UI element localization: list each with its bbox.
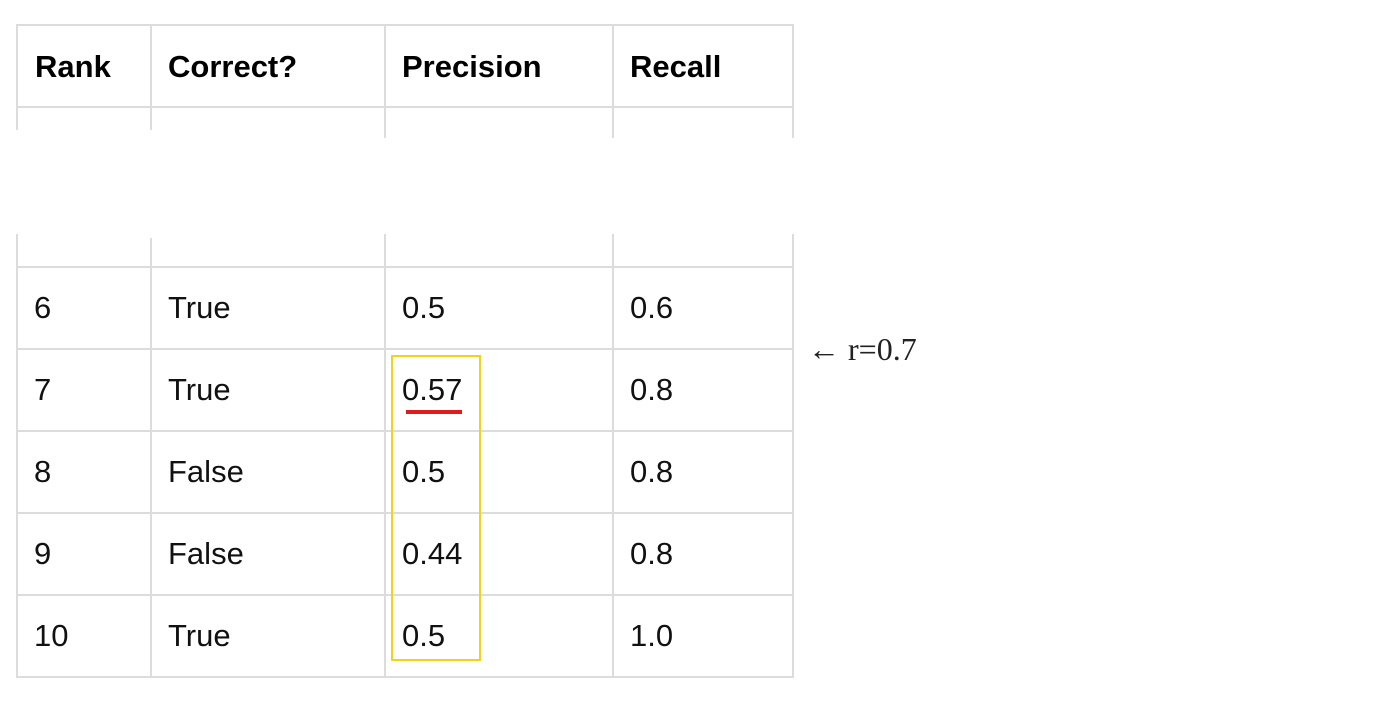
col-border-4-top xyxy=(792,24,794,138)
cell-rank: 7 xyxy=(34,372,52,407)
cell-precision: 0.57 xyxy=(402,372,463,407)
cell-rank: 8 xyxy=(34,454,52,489)
cell-rank: 6 xyxy=(34,290,52,325)
recall-level-annotation: ← r=0.7 xyxy=(808,331,917,367)
cell-precision: 0.44 xyxy=(402,536,463,571)
header-rank: Rank xyxy=(35,49,111,84)
col-border-3-top xyxy=(612,24,614,138)
cell-rank: 9 xyxy=(34,536,52,571)
cell-precision: 0.5 xyxy=(402,618,446,653)
cell-recall: 0.8 xyxy=(630,454,674,489)
col-border-0-top xyxy=(16,24,18,130)
header-bottom-border xyxy=(16,106,794,108)
col-border-2-top xyxy=(384,24,386,138)
cell-recall: 0.6 xyxy=(630,290,674,325)
header-recall: Recall xyxy=(630,49,722,84)
row-border xyxy=(16,266,794,268)
row-border xyxy=(16,594,794,596)
cell-correct: True xyxy=(168,618,231,653)
col-border-0-bottom xyxy=(16,234,18,678)
max-precision-underline xyxy=(406,410,462,414)
cell-correct: False xyxy=(168,536,244,571)
cell-recall: 0.8 xyxy=(630,372,674,407)
table-top-border xyxy=(16,24,794,26)
header-correct: Correct? xyxy=(168,49,298,84)
col-border-1-top xyxy=(150,24,152,130)
row-border xyxy=(16,348,794,350)
col-border-1-bottom xyxy=(150,238,152,678)
cell-correct: True xyxy=(168,290,231,325)
col-border-4-bottom xyxy=(792,234,794,678)
cell-correct: False xyxy=(168,454,244,489)
row-border xyxy=(16,512,794,514)
cell-correct: True xyxy=(168,372,231,407)
col-border-2-bottom xyxy=(384,234,386,678)
col-border-3-bottom xyxy=(612,234,614,678)
precision-highlight-box xyxy=(391,355,481,661)
cell-recall: 0.8 xyxy=(630,536,674,571)
row-border xyxy=(16,430,794,432)
table-bottom-border xyxy=(16,676,794,678)
header-precision: Precision xyxy=(402,49,542,84)
cell-precision: 0.5 xyxy=(402,290,446,325)
cell-recall: 1.0 xyxy=(630,618,674,653)
cell-precision: 0.5 xyxy=(402,454,446,489)
cell-rank: 10 xyxy=(34,618,69,653)
